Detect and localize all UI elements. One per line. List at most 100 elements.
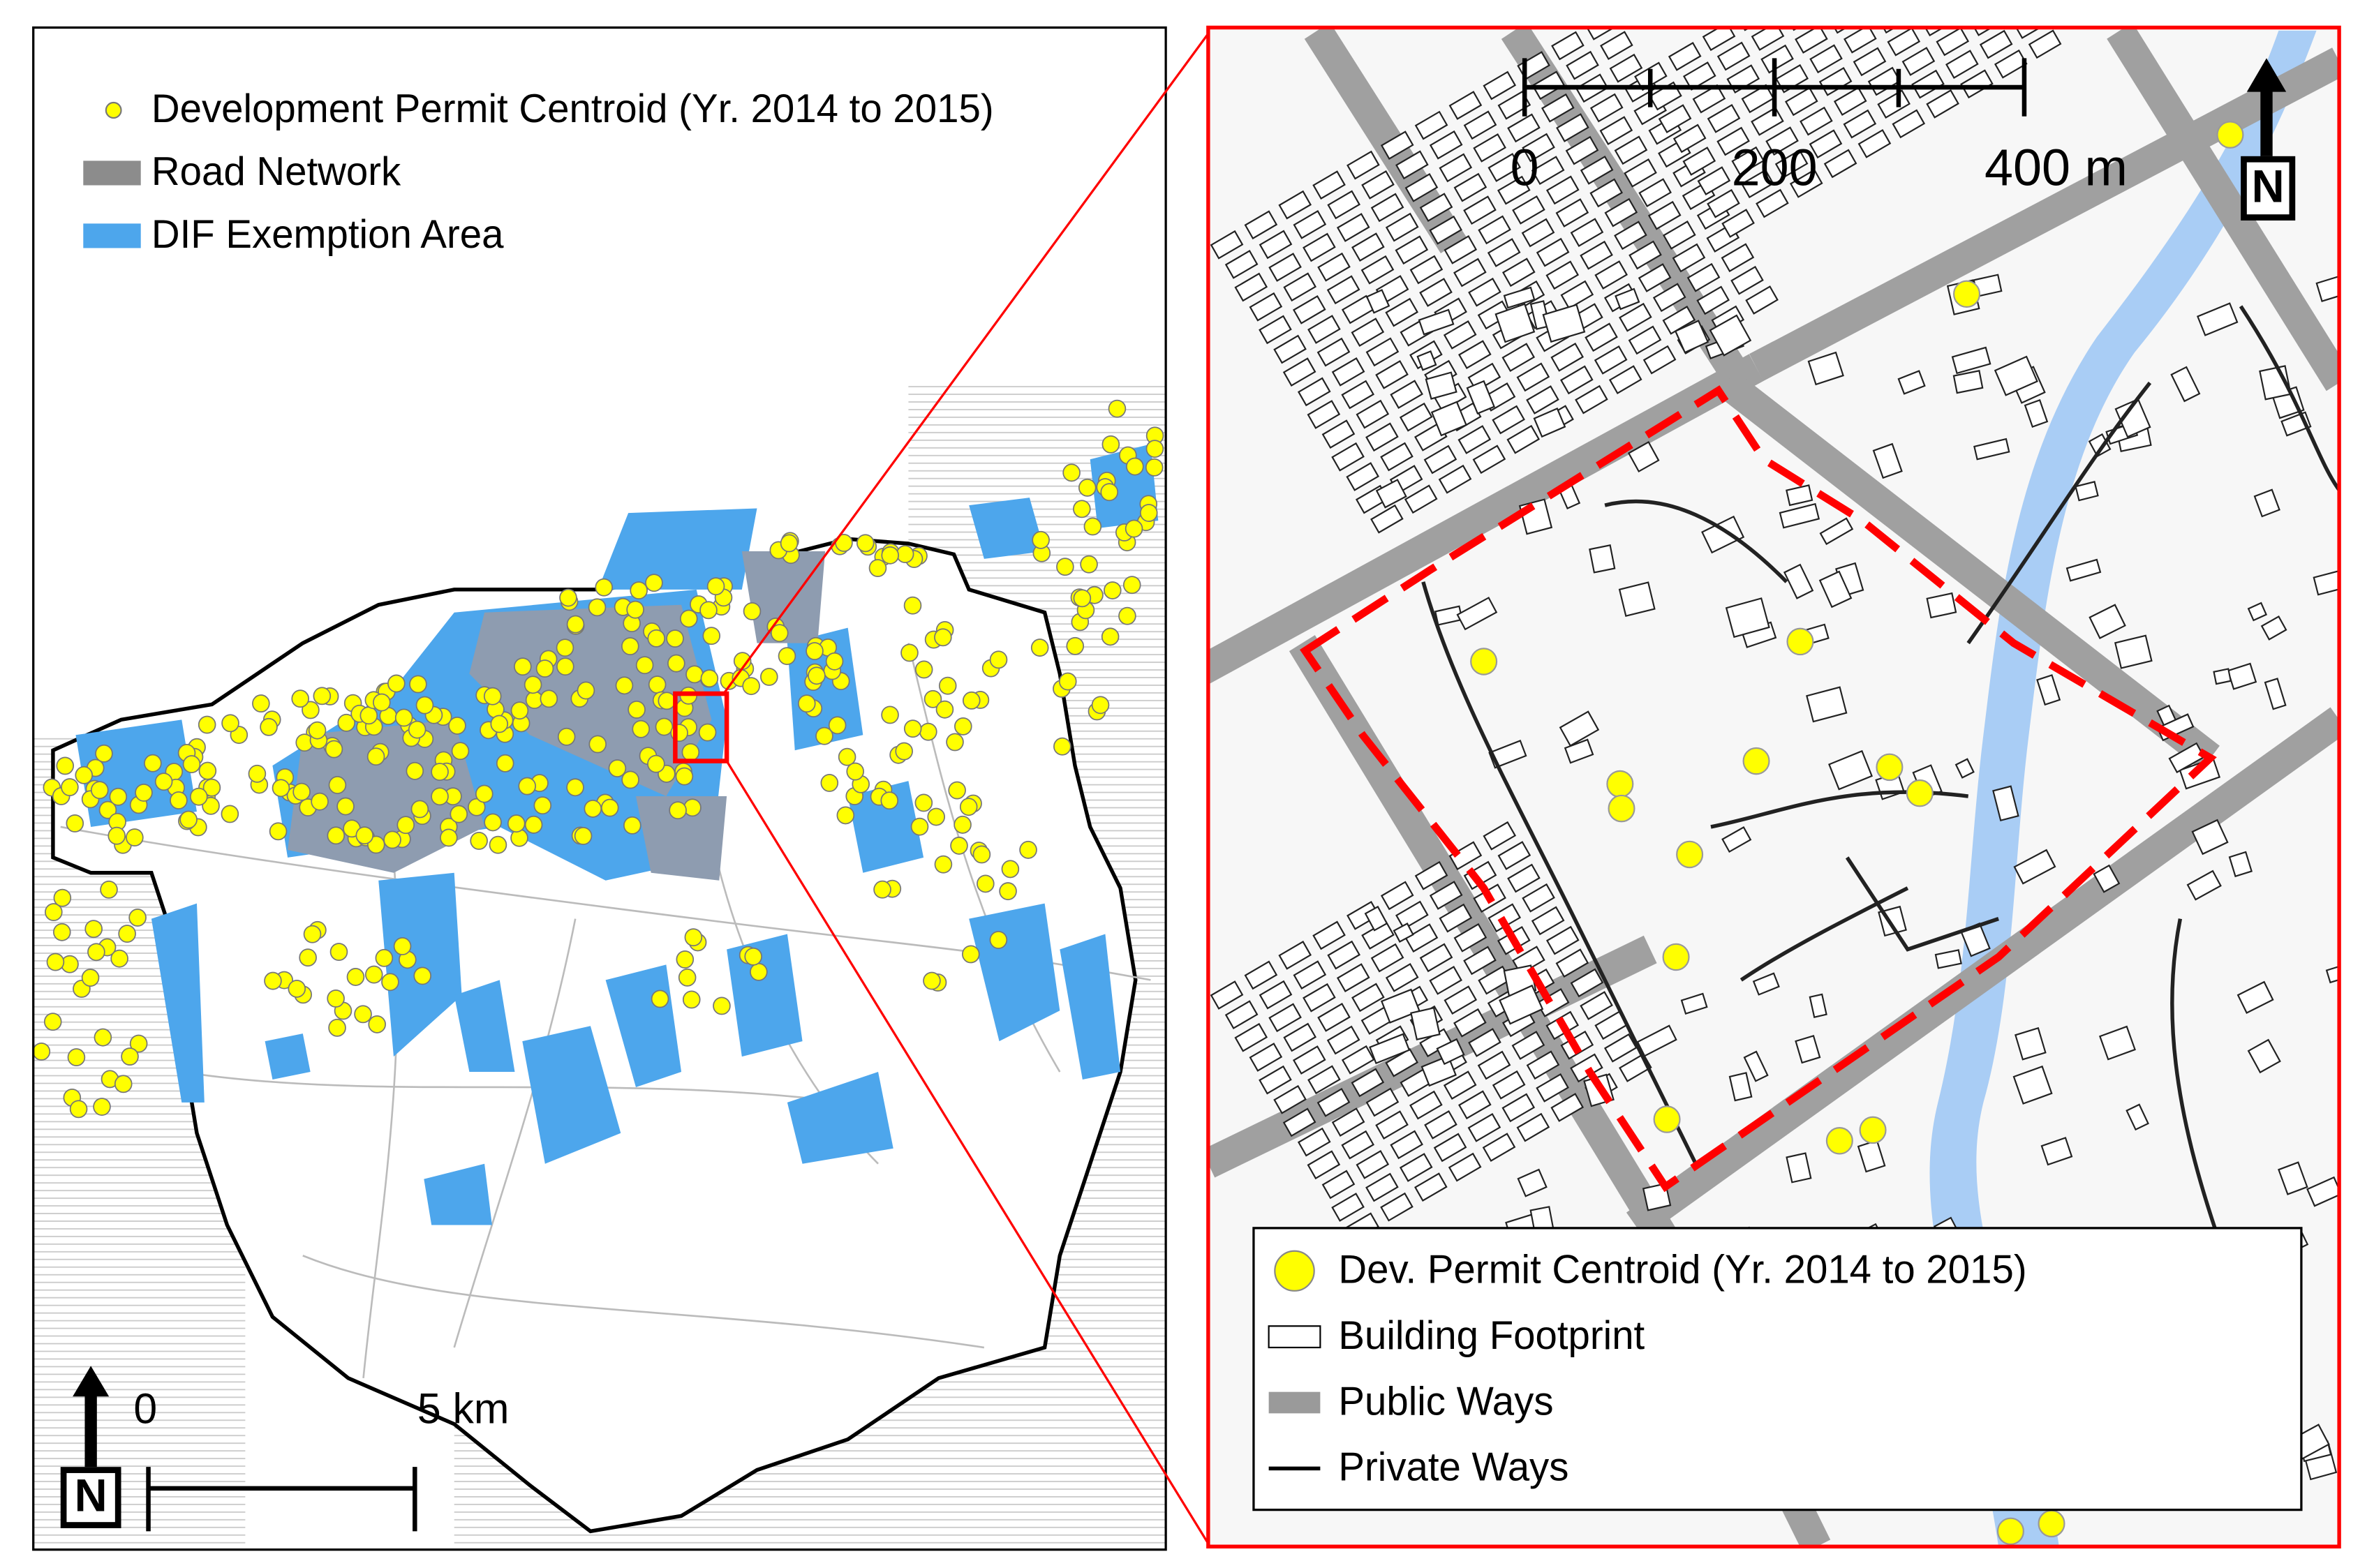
building bbox=[1887, 27, 1921, 57]
building bbox=[1385, 962, 1419, 992]
building bbox=[1864, 0, 1895, 13]
permit-dot bbox=[61, 778, 79, 796]
building bbox=[1531, 156, 1565, 186]
building bbox=[1951, 346, 1991, 375]
building bbox=[1545, 175, 1580, 205]
permit-dot bbox=[999, 882, 1017, 901]
permit-dot bbox=[946, 733, 964, 752]
permit-dot bbox=[53, 888, 72, 907]
permit-dot bbox=[927, 807, 946, 826]
building bbox=[1994, 355, 2038, 396]
building bbox=[1453, 923, 1488, 953]
building bbox=[1800, 106, 1833, 136]
building bbox=[1410, 1007, 1441, 1040]
permit-dot bbox=[1080, 555, 1098, 574]
map-feature bbox=[727, 934, 803, 1057]
permit-dot bbox=[396, 816, 415, 835]
building bbox=[1542, 304, 1586, 343]
permit-dot bbox=[914, 660, 933, 679]
building bbox=[1697, 166, 1731, 196]
permit-dot bbox=[621, 770, 639, 789]
building bbox=[1682, 61, 1716, 91]
building bbox=[1774, 149, 1809, 179]
building bbox=[1404, 173, 1439, 202]
building bbox=[1501, 343, 1536, 373]
building bbox=[1615, 288, 1640, 311]
building bbox=[1316, 1087, 1351, 1117]
permit-dot bbox=[846, 762, 865, 781]
building bbox=[1278, 941, 1312, 970]
building bbox=[1936, 27, 1970, 57]
building bbox=[2236, 980, 2274, 1014]
building bbox=[1458, 340, 1492, 369]
map-feature bbox=[181, 1070, 848, 1104]
building bbox=[1385, 297, 1418, 327]
building bbox=[1425, 371, 1457, 400]
inset-box bbox=[673, 691, 729, 763]
building bbox=[1779, 502, 1820, 529]
map-feature bbox=[1060, 934, 1121, 1080]
building bbox=[1331, 357, 1365, 387]
permit-dot bbox=[383, 830, 401, 849]
building bbox=[1526, 1050, 1560, 1080]
permit-dot bbox=[1876, 753, 1904, 782]
permit-dot bbox=[1056, 558, 1074, 576]
permit-dot bbox=[2038, 1509, 2065, 1538]
permit-dot bbox=[556, 639, 574, 657]
building bbox=[2168, 742, 2205, 774]
permit-dot bbox=[354, 1005, 372, 1024]
permit-dot bbox=[179, 810, 198, 829]
building bbox=[1853, 47, 1887, 77]
building bbox=[1365, 289, 1390, 314]
permit-dot bbox=[1101, 435, 1120, 454]
permit-dot bbox=[1062, 463, 1081, 482]
legend-swatch bbox=[1274, 1250, 1315, 1292]
building bbox=[1647, 200, 1682, 230]
scale-label: 400 m bbox=[1984, 138, 2128, 196]
map-feature bbox=[1252, 1227, 2303, 1511]
building bbox=[1725, 597, 1770, 639]
permit-dot bbox=[484, 813, 502, 832]
permit-dot bbox=[881, 705, 899, 724]
permit-dot bbox=[838, 747, 856, 766]
permit-dot bbox=[364, 965, 383, 984]
building bbox=[1346, 462, 1379, 491]
building bbox=[1772, 0, 1803, 10]
building bbox=[1466, 380, 1496, 415]
permit-dot bbox=[366, 747, 385, 766]
building bbox=[1341, 380, 1374, 410]
building bbox=[1443, 1070, 1477, 1100]
permit-dot bbox=[1101, 627, 1120, 646]
building bbox=[1259, 1065, 1292, 1095]
permit-dot bbox=[496, 754, 514, 772]
building bbox=[1668, 41, 1702, 71]
building bbox=[1642, 345, 1677, 375]
building bbox=[1356, 399, 1390, 429]
permit-dot bbox=[556, 657, 574, 676]
building bbox=[1570, 968, 1604, 998]
permit-dot bbox=[566, 615, 585, 634]
building bbox=[1380, 442, 1414, 472]
building bbox=[2098, 1025, 2136, 1061]
building bbox=[1424, 1110, 1457, 1140]
permit-dot bbox=[919, 722, 937, 741]
building bbox=[1430, 401, 1467, 437]
building bbox=[2114, 634, 2153, 669]
permit-dot bbox=[327, 826, 346, 845]
permit-dot bbox=[577, 681, 595, 700]
building bbox=[1468, 1028, 1501, 1057]
permit-dot bbox=[202, 796, 220, 815]
building bbox=[1589, 178, 1624, 208]
permit-dot bbox=[647, 754, 665, 773]
permit-dot bbox=[880, 791, 899, 810]
map-feature bbox=[598, 508, 757, 590]
map-feature bbox=[1966, 381, 2152, 645]
permit-dot bbox=[713, 996, 731, 1015]
permit-centroids bbox=[1470, 121, 2244, 1546]
permit-dot bbox=[588, 598, 607, 617]
permit-dot bbox=[815, 726, 833, 745]
building bbox=[1926, 89, 1959, 119]
map-feature bbox=[302, 1255, 985, 1349]
permit-dot bbox=[336, 797, 355, 816]
building bbox=[1321, 419, 1356, 449]
